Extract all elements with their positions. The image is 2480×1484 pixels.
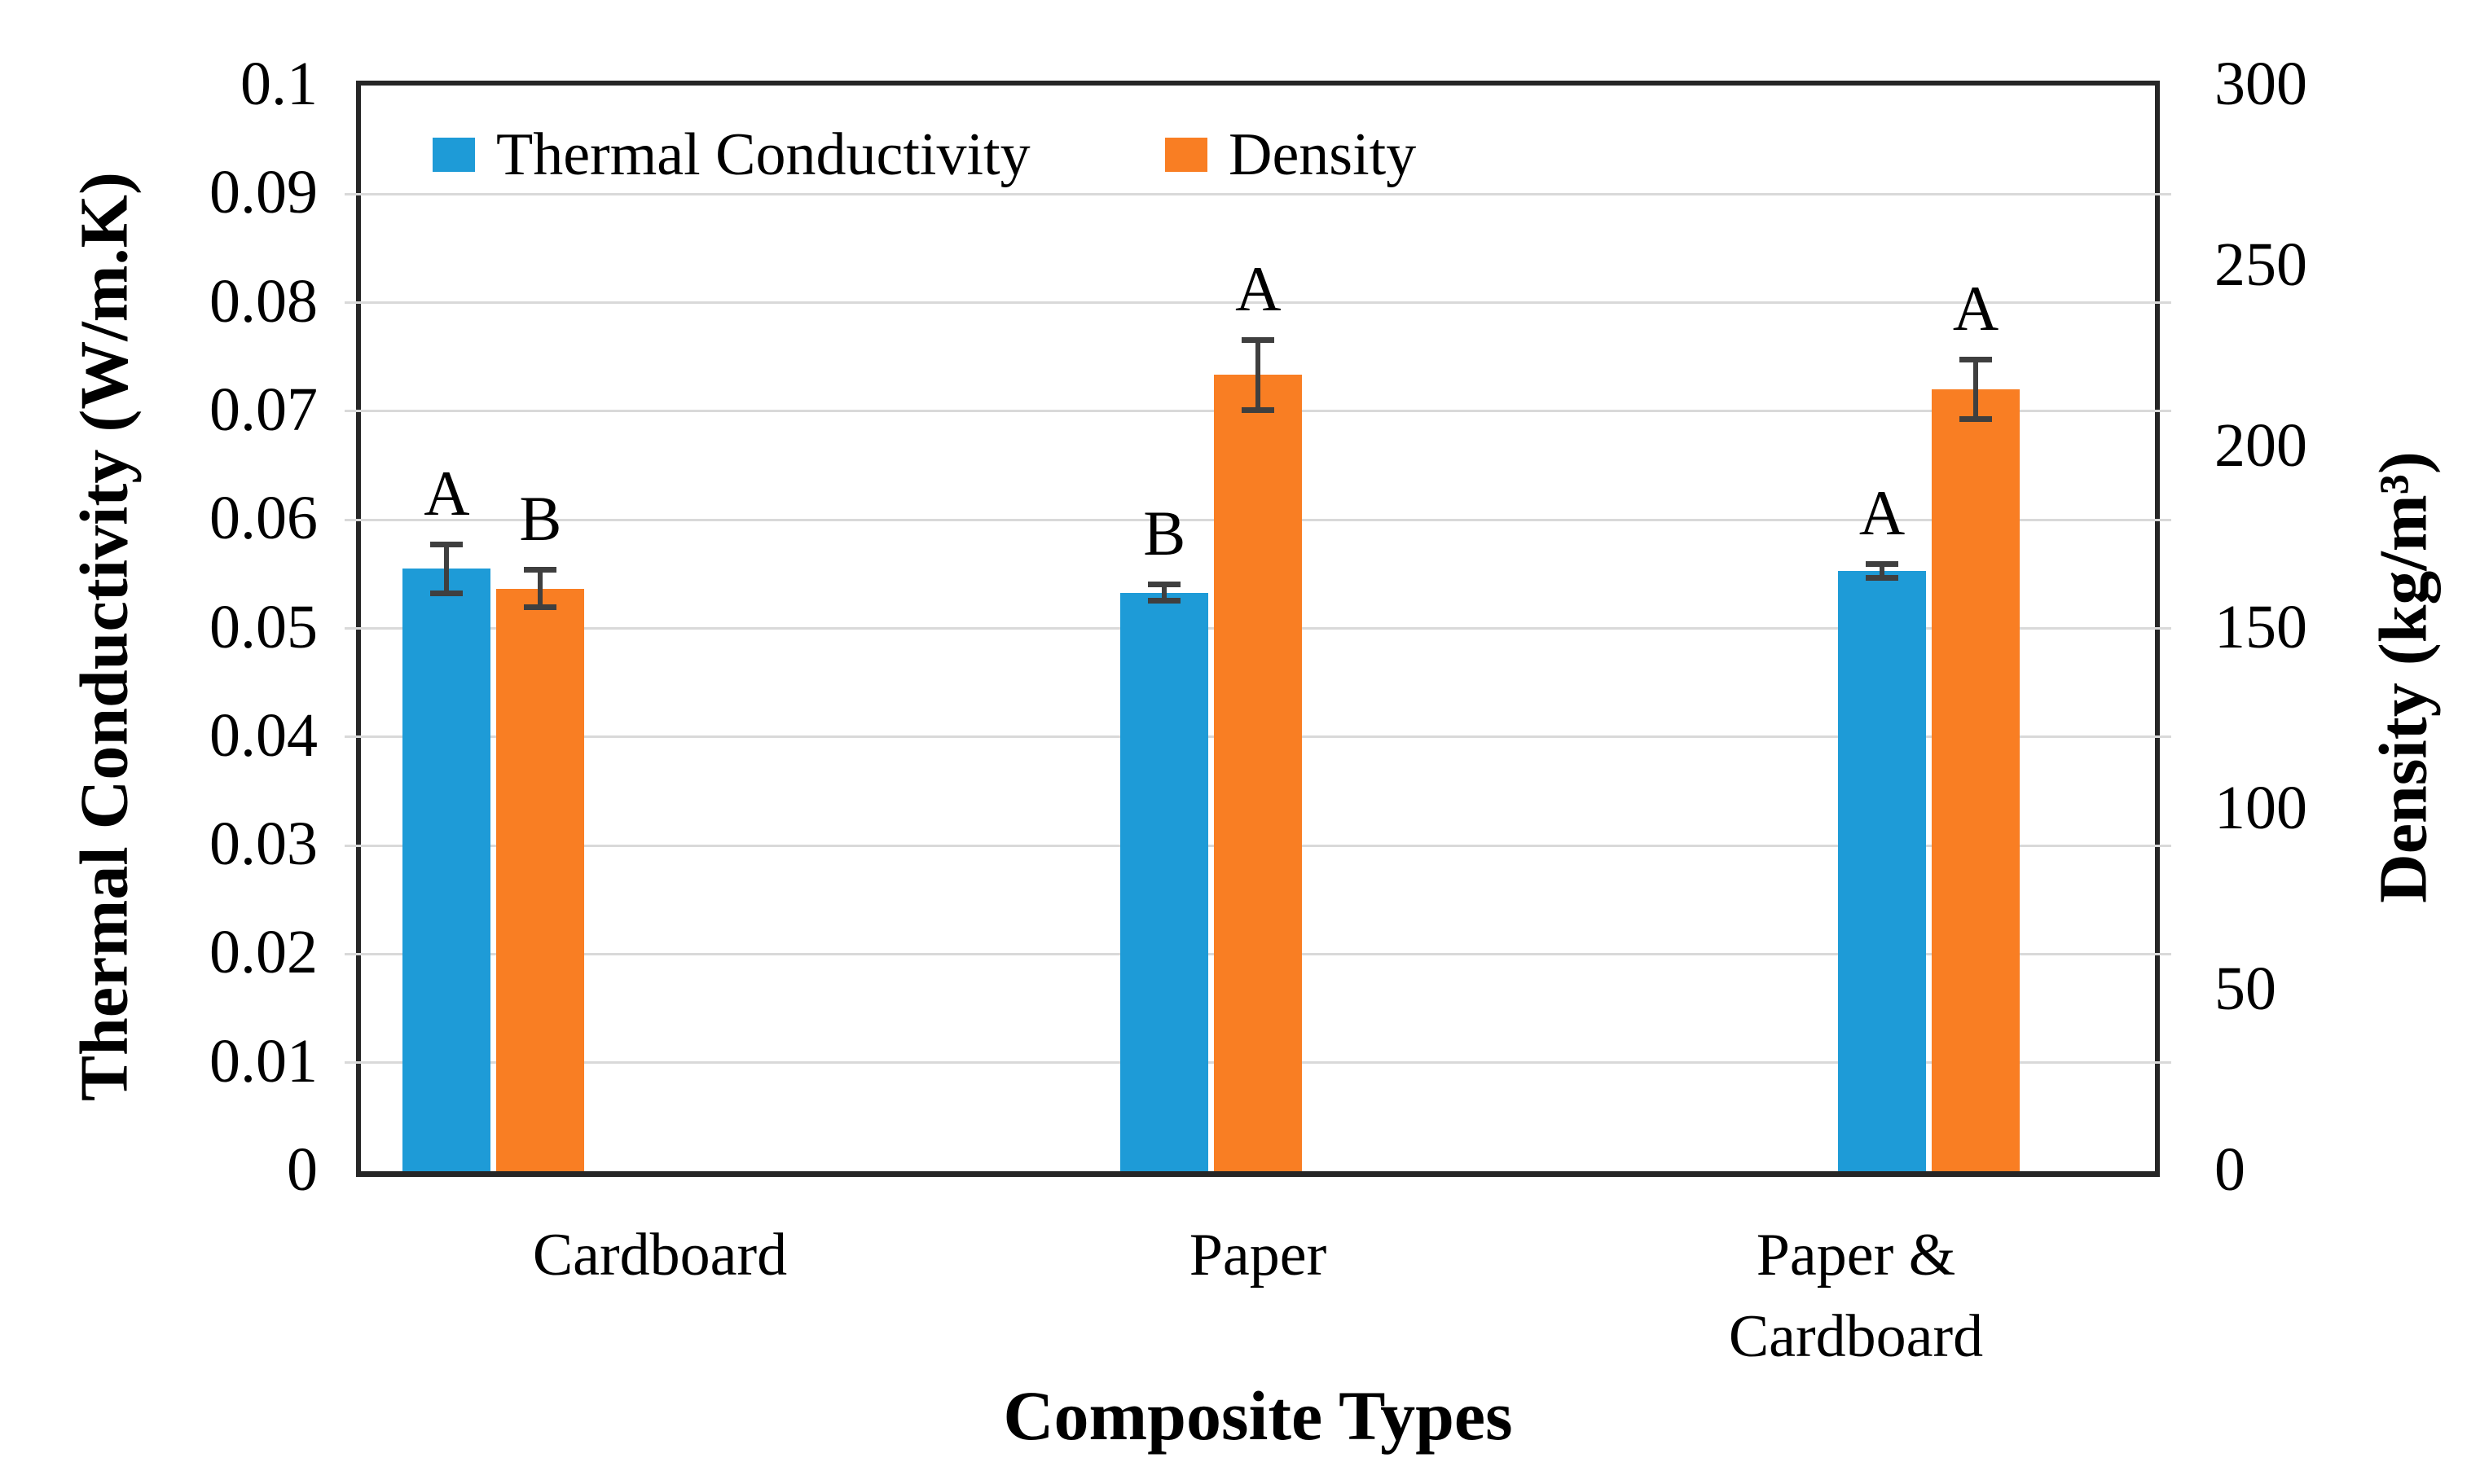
bar-thermal-conductivity-cardboard — [402, 569, 491, 1171]
left-axis-tick-label: 0.07 — [209, 375, 318, 444]
thermal-conductivity-swatch-icon — [433, 138, 475, 172]
left-axis-tick-label: 0.02 — [209, 918, 318, 987]
left-axis-tick-label: 0.05 — [209, 592, 318, 661]
right-axis-tick-label: 150 — [2214, 592, 2307, 661]
density-swatch-icon — [1165, 138, 1207, 172]
bar-density-paper-cardboard — [1932, 389, 2020, 1171]
right-axis-tick-label: 250 — [2214, 231, 2307, 300]
left-axis-tick-label: 0 — [287, 1135, 318, 1204]
category-label-cardboard: Cardboard — [532, 1222, 788, 1289]
right-axis-tick-label: 200 — [2214, 411, 2307, 481]
significance-letter-density-paper-cardboard: A — [1952, 273, 1999, 345]
legend-item-density: Density — [1165, 122, 1416, 187]
bar-thermal-conductivity-paper-cardboard — [1838, 570, 1927, 1171]
error-bar-density-paper — [1242, 336, 1275, 414]
left-axis-tick-label: 0.09 — [209, 158, 318, 227]
category-label-paper: Paper — [1189, 1222, 1327, 1289]
left-axis-tick-label: 0.04 — [209, 700, 318, 770]
bar-thermal-conductivity-paper — [1120, 592, 1209, 1171]
legend-label-thermal-conductivity: Thermal Conductivity — [496, 121, 1031, 188]
left-axis-tick-label: 0.06 — [209, 484, 318, 553]
x-axis-title: Composite Types — [1003, 1376, 1513, 1455]
legend-label-density: Density — [1229, 121, 1417, 188]
significance-letter-thermal-conductivity-paper: B — [1143, 498, 1186, 569]
error-bar-thermal-conductivity-paper-cardboard — [1866, 560, 1899, 581]
left-axis-tick-label: 0.01 — [209, 1026, 318, 1095]
significance-letter-density-cardboard: B — [519, 482, 562, 554]
significance-letter-thermal-conductivity-cardboard: A — [424, 457, 470, 529]
left-axis-tick-label: 0.08 — [209, 266, 318, 336]
right-axis-tick-label: 300 — [2214, 50, 2307, 118]
category-label-paper-cardboard: Paper & Cardboard — [1728, 1222, 1984, 1370]
bar-density-paper — [1214, 375, 1303, 1171]
left-axis-tick-label: 0.1 — [240, 50, 318, 118]
legend: Thermal Conductivity Density — [0, 122, 2480, 187]
error-bar-thermal-conductivity-paper — [1148, 582, 1181, 604]
right-axis-tick-label: 50 — [2214, 954, 2276, 1023]
gridline — [345, 301, 2171, 305]
left-axis-tick-label: 0.03 — [209, 810, 318, 879]
error-bar-density-paper-cardboard — [1959, 357, 1993, 423]
significance-letter-thermal-conductivity-paper-cardboard: A — [1858, 476, 1906, 548]
gridline — [345, 192, 2171, 195]
bar-density-cardboard — [496, 588, 585, 1171]
legend-item-thermal-conductivity: Thermal Conductivity — [433, 122, 1031, 187]
error-bar-thermal-conductivity-cardboard — [430, 541, 464, 596]
right-axis-tick-label: 100 — [2214, 773, 2307, 842]
significance-letter-density-paper: A — [1235, 252, 1282, 324]
right-axis-tick-label: 0 — [2214, 1135, 2245, 1204]
error-bar-density-cardboard — [524, 566, 557, 611]
